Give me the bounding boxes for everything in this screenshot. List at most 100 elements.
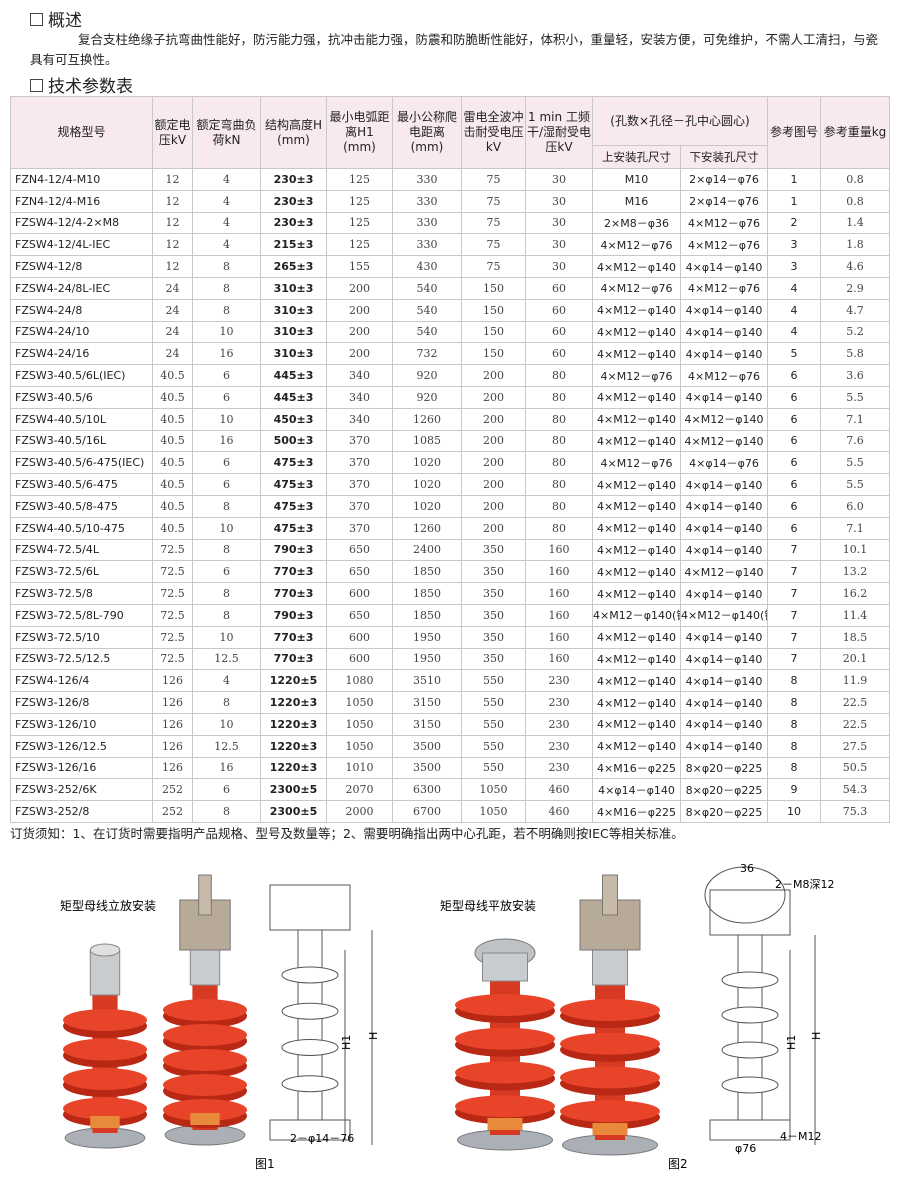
section-title: 技术参数表 xyxy=(30,72,133,97)
table-cell: FZSW3-72.5/12.5 xyxy=(10,647,153,671)
table-cell: 310±3 xyxy=(260,276,327,300)
table-cell: 8 xyxy=(192,603,261,627)
table-cell: M16 xyxy=(592,189,681,213)
table-cell: 445±3 xyxy=(260,364,327,387)
table-cell: 3.6 xyxy=(820,364,891,387)
table-cell: 2×φ14－φ76 xyxy=(679,189,769,213)
table-cell: FZSW4-40.5/10-475 xyxy=(10,516,153,540)
table-cell: 540 xyxy=(392,320,462,344)
table-cell: 450±3 xyxy=(260,407,327,431)
cap xyxy=(482,952,528,982)
table-cell: 200 xyxy=(461,473,526,496)
table-cell: 600 xyxy=(326,582,393,605)
header-row: 规格型号 额定电压kV 额定弯曲负荷kN 结构高度H (mm) 最小电弧距离H1 (mm… xyxy=(10,96,891,169)
table-cell: 330 xyxy=(392,233,462,257)
table-cell: 4×M12－φ140 xyxy=(592,669,681,693)
table-cell: 75.3 xyxy=(820,800,891,823)
table-cell: 40.5 xyxy=(152,407,193,431)
table-cell: FZN4-12/4-M10 xyxy=(10,168,153,191)
table-cell: 200 xyxy=(326,276,393,300)
table-cell: 2300±5 xyxy=(260,800,327,823)
table-cell: 80 xyxy=(525,516,593,540)
table-cell: 500±3 xyxy=(260,429,327,453)
table-cell: 8 xyxy=(192,494,261,518)
table-cell: 4.7 xyxy=(820,298,891,322)
table-cell: 430 xyxy=(392,255,462,278)
table-cell: 12 xyxy=(152,189,193,213)
table-cell: FZSW4-24/8L-IEC xyxy=(10,276,153,300)
label: 2－M8深12 xyxy=(775,878,835,891)
table-cell: 4×φ14－φ140 xyxy=(679,342,769,366)
table-cell: 4×φ14－φ140 xyxy=(679,473,769,496)
table-cell: 6 xyxy=(192,473,261,496)
table-cell: 370 xyxy=(326,429,393,453)
table-cell: 6300 xyxy=(392,778,462,802)
table-cell: FZSW3-40.5/6-475(IEC) xyxy=(10,451,153,475)
table-cell: 5 xyxy=(767,342,822,366)
table-cell: 200 xyxy=(461,407,526,431)
table-cell: 340 xyxy=(326,364,393,387)
table-row: FZSW3-72.5/8 72.5 8 770±3 600 1850 350 160 4×M12… xyxy=(10,582,891,605)
table-cell: 72.5 xyxy=(152,625,193,649)
table-cell: 150 xyxy=(461,342,526,366)
table-cell: FZSW3-126/12.5 xyxy=(10,734,153,758)
shed xyxy=(455,1027,555,1050)
table-cell: 550 xyxy=(461,669,526,693)
table-cell: 8 xyxy=(192,298,261,322)
table-cell: 4×φ14－φ140 xyxy=(679,516,769,540)
table-cell: 1220±3 xyxy=(260,756,327,780)
label: 图2 xyxy=(668,1157,688,1171)
outline xyxy=(281,1039,339,1056)
table-cell: 72.5 xyxy=(152,560,193,584)
table-cell: 4×φ14－φ140 xyxy=(679,691,769,714)
table-cell: 4×φ14－φ140 xyxy=(679,582,769,605)
table-cell: 5.5 xyxy=(820,473,891,496)
table-cell: 75 xyxy=(461,233,526,257)
table-cell: 6 xyxy=(767,407,822,431)
table-row: FZSW4-40.5/10-475 40.5 10 475±3 370 1260 200 80… xyxy=(10,516,891,540)
table-cell: 7 xyxy=(767,603,822,627)
table-row: FZSW3-40.5/6 40.5 6 445±3 340 920 200 80 4×M12－φ… xyxy=(10,385,891,409)
table-cell: 4×M12－φ76 xyxy=(592,364,681,387)
table-cell: 6 xyxy=(767,385,822,409)
table-cell: 8 xyxy=(192,255,261,278)
header-row: 上安装孔尺寸 下安装孔尺寸 xyxy=(11,145,890,169)
table-cell: 125 xyxy=(326,189,393,213)
table-cell: 7.1 xyxy=(820,407,891,431)
table-cell: 4×φ14－φ140 xyxy=(679,712,769,736)
table-cell: 732 xyxy=(392,342,462,366)
table-cell: 3 xyxy=(767,255,822,278)
shed xyxy=(63,1097,147,1120)
table-cell: 2400 xyxy=(392,538,462,562)
table-cell: 310±3 xyxy=(260,298,327,322)
table-cell: 125 xyxy=(326,168,393,191)
label: 2－φ14－76 xyxy=(290,1132,354,1145)
table-cell: 3500 xyxy=(392,734,462,758)
table-cell: 4×φ14－φ140 xyxy=(679,538,769,562)
outline xyxy=(721,1041,779,1059)
table-cell: 4.6 xyxy=(820,255,891,278)
table-cell: 150 xyxy=(461,276,526,300)
table-cell: 230±3 xyxy=(260,189,327,213)
table-cell: 4×M12－φ76 xyxy=(679,276,769,300)
table-row: FZSW3-40.5/6L(IEC) 40.5 6 445±3 340 920 200 80 4… xyxy=(10,364,891,387)
table-cell: 30 xyxy=(525,255,593,278)
table-cell: 72.5 xyxy=(152,603,193,627)
table-cell: 4×M12－φ140 xyxy=(592,582,681,605)
table-cell: 40.5 xyxy=(152,451,193,475)
table-cell: 475±3 xyxy=(260,494,327,518)
table-cell: 3 xyxy=(767,233,822,257)
table-cell: 4×φ14－φ140 xyxy=(679,385,769,409)
table-cell: FZSW3-126/16 xyxy=(10,756,153,780)
table-cell: 4×M12－φ76 xyxy=(679,364,769,387)
table-cell: 72.5 xyxy=(152,538,193,562)
table-cell: 60 xyxy=(525,298,593,322)
table-cell: 4×M12－φ140 xyxy=(592,516,681,540)
table-cell: 230±3 xyxy=(260,168,327,191)
order-note: 订货须知：1、在订货时需要指明产品规格、型号及数量等；2、需要明确指出两中心孔距… xyxy=(10,826,684,841)
table-row: FZSW3-126/16 126 16 1220±3 1010 3500 550 230 4×M… xyxy=(10,756,891,780)
shed xyxy=(560,1100,660,1123)
table-cell: FZSW4-24/10 xyxy=(10,320,153,344)
header-cell: 1 min 工频干/湿耐受电压kV xyxy=(525,96,593,169)
table-row: FZN4-12/4-M10 12 4 230±3 125 330 75 30 M10 2×φ14－… xyxy=(10,168,891,191)
